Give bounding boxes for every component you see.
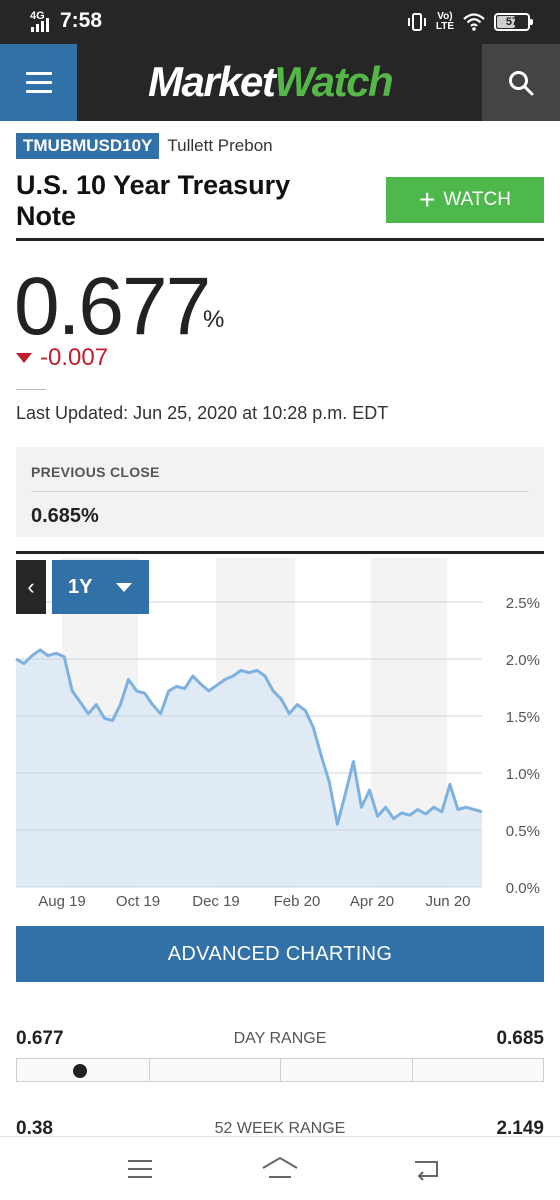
signal-icon	[31, 18, 49, 32]
day-range-bar	[16, 1058, 544, 1082]
price-change-value: -0.007	[40, 344, 109, 371]
y-tick-label: 1.0%	[506, 766, 540, 783]
price-change: -0.007	[16, 344, 108, 372]
battery-icon: 57	[494, 13, 533, 31]
y-tick-label: 1.5%	[506, 709, 540, 726]
watch-label: WATCH	[443, 189, 511, 210]
logo-part2: Watch	[274, 58, 393, 105]
previous-close-value: 0.685%	[31, 505, 99, 527]
day-range-row: 0.677 DAY RANGE 0.685	[16, 1028, 544, 1052]
system-nav-bar	[0, 1136, 560, 1200]
y-tick-label: 2.0%	[506, 652, 540, 669]
x-tick-label: Oct 19	[116, 893, 160, 910]
x-tick-label: Apr 20	[350, 893, 394, 910]
home-button[interactable]	[260, 1151, 300, 1187]
home-icon	[262, 1156, 298, 1178]
chart-back-button[interactable]: ‹	[16, 560, 46, 614]
chevron-down-icon	[116, 582, 133, 592]
exchange-name: Tullett Prebon	[167, 136, 273, 155]
last-updated: Last Updated: Jun 25, 2020 at 10:28 p.m.…	[16, 403, 389, 423]
week52-high: 2.149	[496, 1118, 544, 1139]
top-nav: MarketWatch	[0, 44, 560, 121]
previous-close-label: PREVIOUS CLOSE	[31, 464, 160, 480]
day-range-low: 0.677	[16, 1028, 64, 1049]
advanced-charting-button[interactable]: ADVANCED CHARTING	[16, 926, 544, 982]
back-button[interactable]	[406, 1151, 446, 1187]
price-unit: %	[203, 306, 225, 333]
day-range-marker	[73, 1064, 87, 1078]
recent-apps-button[interactable]	[120, 1151, 160, 1187]
day-range-label: DAY RANGE	[233, 1030, 327, 1047]
menu-button[interactable]	[0, 44, 77, 121]
hamburger-icon	[25, 72, 52, 75]
day-range-high: 0.685	[496, 1028, 544, 1049]
wifi-icon	[463, 13, 485, 31]
watch-button[interactable]: + WATCH	[386, 177, 544, 223]
status-bar: 4G 7:58 Vo) LTE 57	[0, 0, 560, 44]
x-tick-label: Aug 19	[38, 893, 86, 910]
back-icon	[415, 1161, 438, 1181]
chevron-left-icon: ‹	[27, 574, 35, 599]
clock: 7:58	[60, 9, 103, 32]
week52-range-row: 0.38 52 WEEK RANGE 2.149	[16, 1118, 544, 1142]
range-value: 1Y	[68, 575, 93, 598]
y-tick-label: 0.0%	[506, 880, 540, 897]
down-arrow-icon	[16, 353, 32, 363]
header-divider	[16, 238, 544, 241]
chart-area	[16, 649, 482, 887]
x-tick-label: Jun 20	[425, 893, 470, 910]
y-tick-label: 2.5%	[506, 595, 540, 612]
symbol-row: TMUBMUSD10Y Tullett Prebon	[16, 133, 273, 159]
range-select[interactable]: 1Y	[52, 560, 149, 614]
marketwatch-logo[interactable]: MarketWatch	[148, 58, 394, 106]
menu-lines-icon	[128, 1160, 152, 1178]
divider	[16, 389, 46, 390]
ticker-badge: TMUBMUSD10Y	[16, 133, 160, 159]
chart-divider	[16, 551, 544, 554]
network-type: 4G	[30, 10, 45, 22]
search-icon	[509, 70, 534, 95]
instrument-title: U.S. 10 Year Treasury Note	[16, 170, 291, 231]
divider	[31, 491, 529, 492]
logo-part1: Market	[148, 58, 276, 105]
week52-label: 52 WEEK RANGE	[214, 1120, 346, 1137]
chart-series-line	[15, 648, 483, 826]
y-tick-label: 0.5%	[506, 823, 540, 840]
volte-indicator: Vo) LTE	[435, 11, 454, 32]
x-tick-label: Feb 20	[274, 893, 321, 910]
plus-icon: +	[419, 184, 436, 215]
vibrate-icon	[407, 13, 426, 31]
previous-close-box: PREVIOUS CLOSE 0.685%	[16, 447, 544, 537]
current-price: 0.677	[14, 261, 211, 352]
search-button[interactable]	[482, 44, 560, 121]
x-tick-label: Dec 19	[192, 893, 240, 910]
battery-level: 57	[505, 16, 519, 28]
week52-low: 0.38	[16, 1118, 53, 1139]
